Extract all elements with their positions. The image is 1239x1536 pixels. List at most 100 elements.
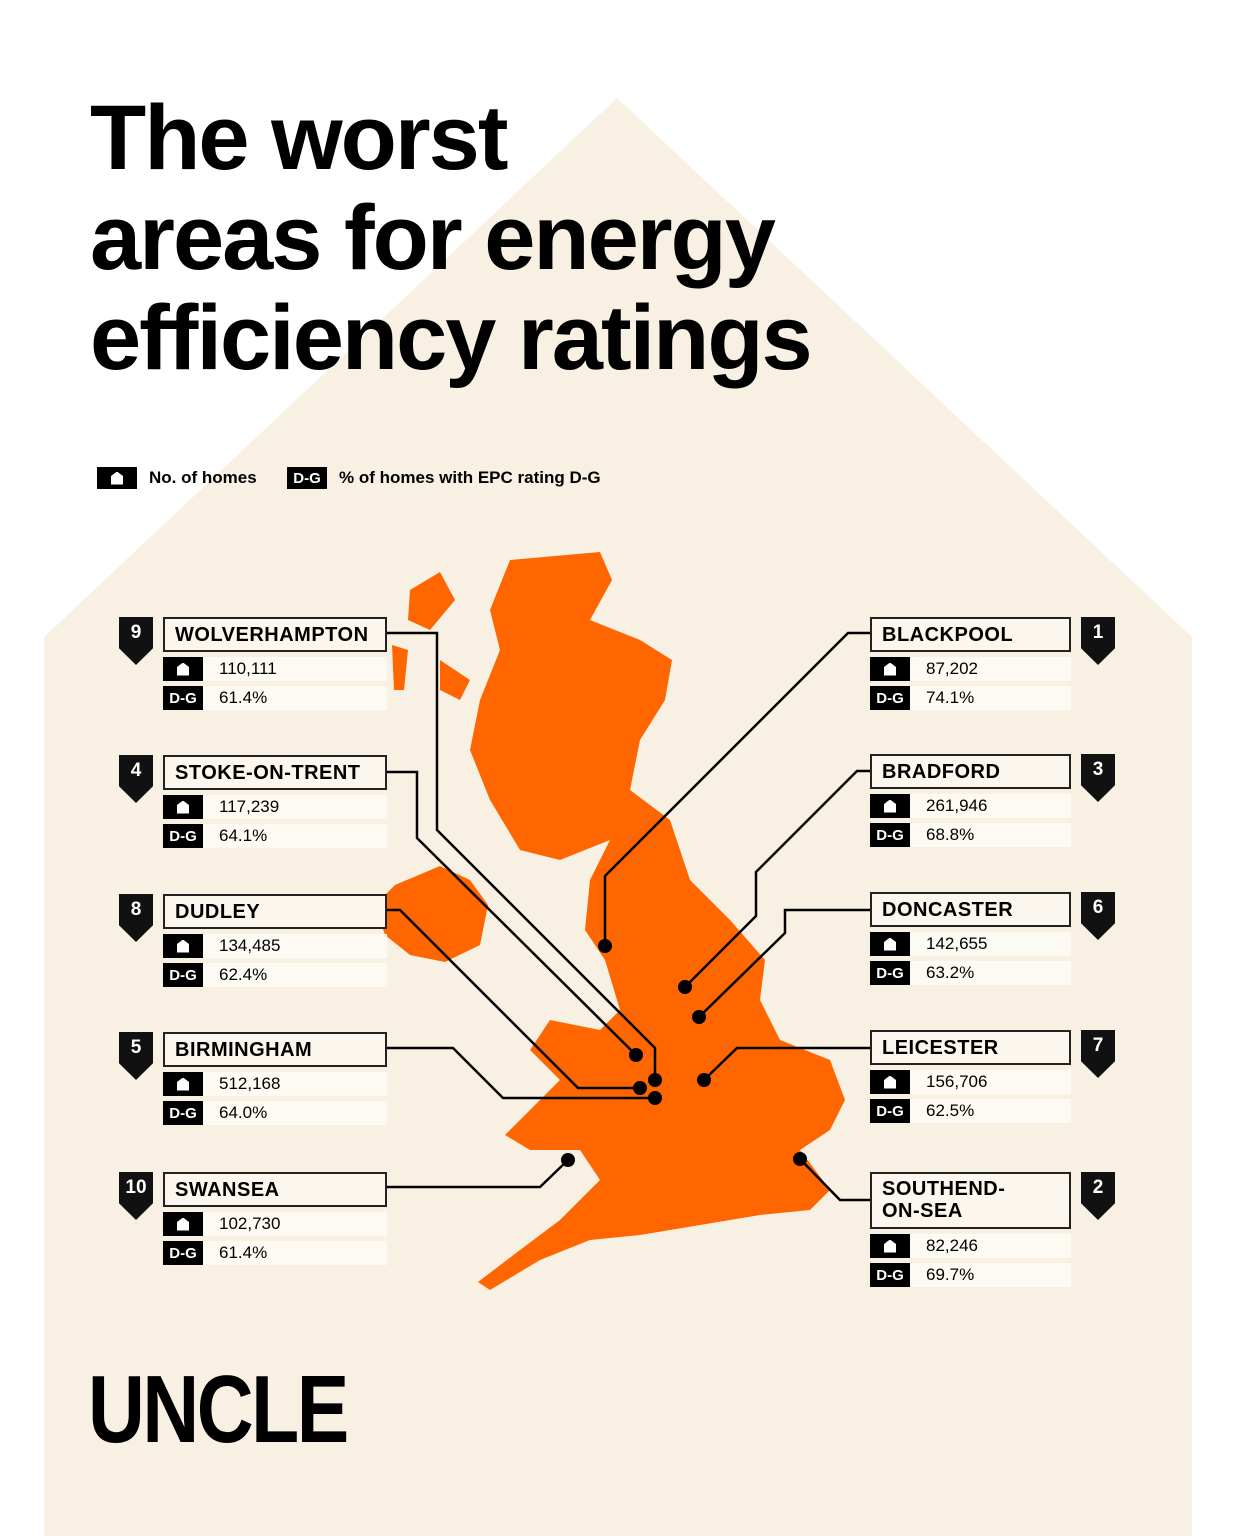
homes-value: 512,168 (219, 1074, 281, 1093)
house-icon (163, 1212, 203, 1236)
dot-leicester (697, 1073, 711, 1087)
area-card: LEICESTER 156,706 D-G 62.5% (870, 1030, 1071, 1123)
homes-row: 102,730 (163, 1212, 387, 1236)
homes-value: 261,946 (926, 796, 988, 815)
homes-row: 261,946 (870, 794, 1071, 818)
dot-swansea (561, 1153, 575, 1167)
legend-label: % of homes with EPC rating D-G (339, 468, 601, 487)
house-icon (163, 1072, 203, 1096)
dg-value: 64.0% (219, 1103, 268, 1122)
area-name: BRADFORD (870, 754, 1071, 789)
house-icon (870, 932, 910, 956)
homes-row: 156,706 (870, 1070, 1071, 1094)
area-card: SWANSEA 102,730 D-G 61.4% (163, 1172, 387, 1265)
homes-value: 117,239 (219, 797, 280, 816)
homes-value: 82,246 (926, 1236, 978, 1255)
location-dots (561, 939, 807, 1167)
dg-icon: D-G (870, 1263, 910, 1287)
dg-icon: D-G (870, 961, 910, 985)
area-card: BLACKPOOL 87,202 D-G 74.1% (870, 617, 1071, 710)
area-card: BIRMINGHAM 512,168 D-G 64.0% (163, 1032, 387, 1125)
dg-value: 61.4% (219, 1243, 268, 1262)
title-line: The worst (90, 87, 508, 189)
legend-homes: No. of homes (97, 467, 257, 489)
title-line: efficiency ratings (90, 287, 813, 389)
dg-value: 68.8% (926, 825, 975, 844)
dot-bradford (678, 980, 692, 994)
homes-value: 87,202 (926, 659, 978, 678)
area-name-line: SOUTHEND- (882, 1178, 1006, 1200)
area-card: STOKE-ON-TRENT 117,239 D-G 64.1% (163, 755, 387, 848)
house-icon (163, 657, 203, 681)
dg-value: 64.1% (219, 826, 268, 845)
dg-icon: D-G (163, 686, 203, 710)
dg-icon: D-G (163, 824, 203, 848)
dot-doncaster (692, 1010, 706, 1024)
area-card: DONCASTER 142,655 D-G 63.2% (870, 892, 1071, 985)
homes-row: 82,246 (870, 1234, 1071, 1258)
dg-value: 61.4% (219, 688, 268, 707)
scottish-islands (392, 572, 470, 700)
homes-row: 110,111 (163, 657, 387, 681)
dot-southend (793, 1152, 807, 1166)
dg-row: D-G 62.4% (163, 963, 387, 987)
house-icon (870, 657, 910, 681)
dg-icon: D-G (870, 823, 910, 847)
legend-label: No. of homes (149, 468, 257, 487)
dot-blackpool (598, 939, 612, 953)
dg-icon: D-G (163, 1241, 203, 1265)
area-card: DUDLEY 134,485 D-G 62.4% (163, 894, 387, 987)
area-card: WOLVERHAMPTON 110,111 D-G 61.4% (163, 617, 387, 710)
uncle-logo: UNCLE (88, 1356, 349, 1463)
house-icon (163, 934, 203, 958)
title-line: areas for energy (90, 187, 776, 289)
house-icon (163, 795, 203, 819)
page-title: The worst areas for energy efficiency ra… (90, 87, 813, 389)
dg-value: 63.2% (926, 963, 975, 982)
dg-row: D-G 61.4% (163, 1241, 387, 1265)
area-name: STOKE-ON-TRENT (163, 755, 387, 790)
homes-value: 142,655 (926, 934, 988, 953)
dg-row: D-G 61.4% (163, 686, 387, 710)
dg-row: D-G 69.7% (870, 1263, 1071, 1287)
area-name: BLACKPOOL (870, 617, 1071, 652)
dg-row: D-G 64.0% (163, 1101, 387, 1125)
homes-row: 87,202 (870, 657, 1071, 681)
dg-icon: D-G (163, 963, 203, 987)
dg-icon: D-G (870, 1099, 910, 1123)
area-name: WOLVERHAMPTON (163, 617, 387, 652)
area-name: DUDLEY (163, 894, 387, 929)
dg-row: D-G 68.8% (870, 823, 1071, 847)
homes-row: 117,239 (163, 795, 387, 819)
area-name: BIRMINGHAM (163, 1032, 387, 1067)
homes-value: 110,111 (219, 659, 277, 678)
area-name: SWANSEA (163, 1172, 387, 1207)
dot-stoke (629, 1048, 643, 1062)
house-icon (870, 1234, 910, 1258)
house-icon (870, 1070, 910, 1094)
homes-row: 512,168 (163, 1072, 387, 1096)
dg-icon: D-G (163, 1101, 203, 1125)
dot-dudley (633, 1081, 647, 1095)
dg-row: D-G 74.1% (870, 686, 1071, 710)
dg-row: D-G 62.5% (870, 1099, 1071, 1123)
area-card: BRADFORD 261,946 D-G 68.8% (870, 754, 1071, 847)
house-icon (870, 794, 910, 818)
dot-wolverhampton (648, 1073, 662, 1087)
area-name: DONCASTER (870, 892, 1071, 927)
legend-dg: D-G % of homes with EPC rating D-G (287, 467, 601, 489)
leader-lines (387, 631, 870, 1202)
area-name-line: ON-SEA (882, 1200, 963, 1222)
dg-row: D-G 63.2% (870, 961, 1071, 985)
dot-birmingham (648, 1091, 662, 1105)
dg-value: 69.7% (926, 1265, 975, 1284)
dg-icon: D-G (870, 686, 910, 710)
dg-icon: D-G (287, 467, 327, 489)
area-name: SOUTHEND- ON-SEA (870, 1172, 1071, 1229)
house-icon (97, 467, 137, 489)
great-britain-map (470, 552, 845, 1290)
area-card: SOUTHEND- ON-SEA 82,246 D-G 69.7% (870, 1172, 1071, 1287)
homes-row: 134,485 (163, 934, 387, 958)
dg-row: D-G 64.1% (163, 824, 387, 848)
northern-ireland-map (375, 866, 488, 962)
